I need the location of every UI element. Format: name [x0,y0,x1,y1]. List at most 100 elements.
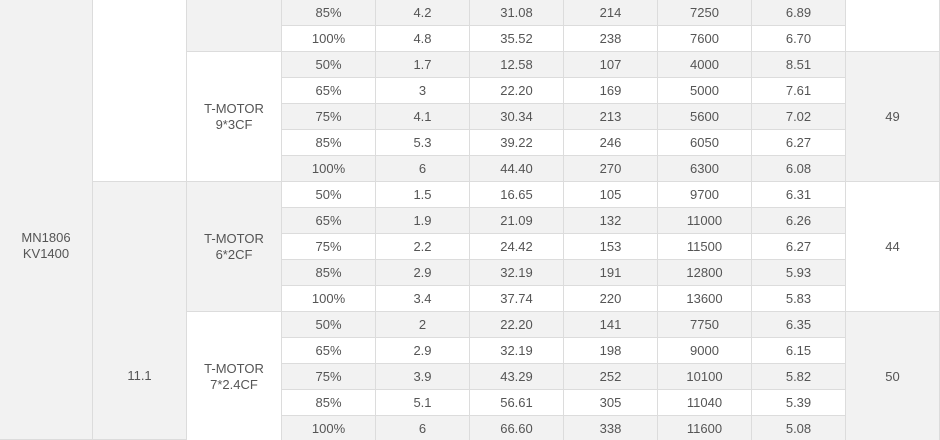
data-cell: 32.19 [470,338,564,364]
cell-text: 6.15 [785,342,812,358]
cell-text: 141 [599,316,622,332]
cell-text: 153 [599,238,622,254]
cell-text: 11600 [686,420,723,436]
data-cell: 2.2 [376,234,470,260]
data-cell: 105 [564,182,658,208]
temp-cell: 44 [846,182,940,312]
data-cell: 9700 [658,182,752,208]
cell-text: 191 [599,264,622,280]
cell-text: 213 [599,108,622,124]
data-cell: 6.31 [752,182,846,208]
data-cell: 191 [564,260,658,286]
cell-text: 5.39 [785,394,812,410]
cell-text: 6.89 [785,4,812,20]
temp-cell: 49 [846,52,940,182]
cell-text: 2 [418,316,427,332]
prop-cell: T-MOTOR 7*2.4CF [187,312,282,440]
cell-text: 50% [315,186,342,202]
cell-text: 21.09 [500,212,533,228]
cell-text: 6050 [690,134,719,150]
temp-cell: 50 [846,312,940,440]
cell-text: 65% [315,82,342,98]
data-cell: 85% [282,390,376,416]
cell-text: 270 [599,160,622,176]
data-cell: 16.65 [470,182,564,208]
cell-text: 50% [315,316,342,332]
cell-text: 5600 [690,108,719,124]
data-cell: 43.29 [470,364,564,390]
cell-text: 7.02 [785,108,812,124]
data-cell: 338 [564,416,658,440]
cell-text: 16.65 [500,186,533,202]
cell-text: 75% [315,108,342,124]
cell-text: 5000 [690,82,719,98]
data-cell: 11040 [658,390,752,416]
data-cell: 2 [376,312,470,338]
data-cell: 5.3 [376,130,470,156]
data-cell: 238 [564,26,658,52]
prop-cell [187,0,282,52]
cell-text: 3.4 [413,290,432,306]
data-cell: 107 [564,52,658,78]
data-cell: 252 [564,364,658,390]
cell-text: 7.61 [785,82,812,98]
motor-cell: MN1806 KV1400 [0,0,93,440]
data-cell: 65% [282,338,376,364]
cell-text: 3.9 [413,368,432,384]
cell-text: 6.08 [785,160,812,176]
data-cell: 305 [564,390,658,416]
cell-text: 7750 [690,316,719,332]
cell-text: 6.31 [785,186,812,202]
cell-text: 2.2 [413,238,432,254]
cell-text: 22.20 [500,82,533,98]
voltage-cell-empty [93,0,187,182]
cell-text: 3 [418,82,427,98]
cell-text: 32.19 [500,264,533,280]
temp-label: 49 [885,108,900,124]
data-cell: 100% [282,416,376,440]
data-cell: 2.9 [376,260,470,286]
cell-text: 10100 [686,368,723,384]
data-cell: 7.02 [752,104,846,130]
cell-text: 100% [311,420,346,436]
data-cell: 5.83 [752,286,846,312]
data-cell: 153 [564,234,658,260]
cell-text: 66.60 [500,420,533,436]
cell-text: 4.1 [413,108,432,124]
data-cell: 270 [564,156,658,182]
prop-label: T-MOTOR [204,100,264,116]
data-cell: 6.08 [752,156,846,182]
data-cell: 39.22 [470,130,564,156]
cell-text: 85% [315,264,342,280]
data-cell: 10100 [658,364,752,390]
cell-text: 2.9 [413,342,432,358]
data-cell: 1.5 [376,182,470,208]
cell-text: 305 [599,394,622,410]
data-cell: 44.40 [470,156,564,182]
cell-text: 100% [311,160,346,176]
prop-cell: T-MOTOR 6*2CF [187,182,282,312]
cell-text: 198 [599,342,622,358]
data-cell: 35.52 [470,26,564,52]
data-cell: 6.27 [752,234,846,260]
data-cell: 2.9 [376,338,470,364]
cell-text: 75% [315,368,342,384]
data-cell: 11000 [658,208,752,234]
cell-text: 7600 [690,30,719,46]
data-cell: 3.4 [376,286,470,312]
cell-text: 37.74 [500,290,533,306]
cell-text: 56.61 [500,394,533,410]
cell-text: 252 [599,368,622,384]
voltage-cell: 11.1 [93,182,187,440]
data-cell: 11500 [658,234,752,260]
cell-text: 85% [315,394,342,410]
data-cell: 85% [282,260,376,286]
data-cell: 75% [282,234,376,260]
data-cell: 246 [564,130,658,156]
data-cell: 100% [282,156,376,182]
data-cell: 3 [376,78,470,104]
cell-text: 50% [315,56,342,72]
cell-text: 6.26 [785,212,812,228]
data-cell: 6 [376,156,470,182]
